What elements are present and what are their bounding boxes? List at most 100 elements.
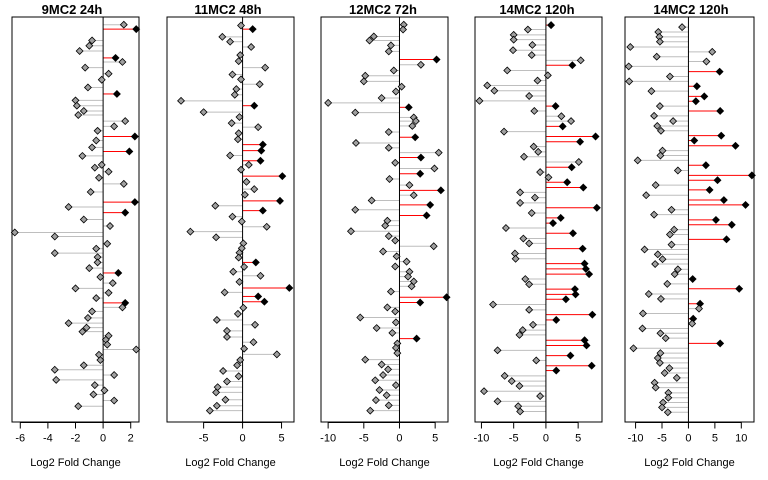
panel-1-point-17	[121, 117, 130, 126]
panel-4-point-69	[552, 366, 561, 375]
panel-3-point-32	[436, 186, 445, 195]
panel-2-point-36	[237, 217, 246, 226]
panel-3-point-41	[384, 232, 393, 241]
panel-4-point-77	[516, 407, 525, 416]
panel-5-x-label: Log2 Fold Change	[644, 457, 735, 469]
panel-1-point-30	[86, 187, 95, 196]
panel-5-point-28	[633, 156, 642, 165]
panel-2: 11MC2 48h -5 0 5 Log2 Fold Change	[166, 2, 295, 469]
panel-1-point-37	[50, 232, 59, 241]
panel-1-point-1	[119, 20, 128, 29]
panel-2-point-70	[212, 401, 221, 410]
panel-3-point-67	[384, 365, 393, 374]
panel-4-tick-label-4: 5	[575, 433, 581, 445]
panel-4-point-6	[509, 46, 518, 55]
panel-5-tick-label-2: -5	[657, 433, 667, 445]
panel-3-point-11	[359, 77, 368, 86]
panel-3-point-37	[422, 211, 431, 220]
panel-2-point-51	[254, 292, 263, 301]
panel-4-point-71	[507, 377, 516, 386]
panel-2-x-label: Log2 Fold Change	[185, 457, 276, 469]
panel-5-tick-label-3: 0	[685, 433, 691, 445]
panel-3-point-43	[429, 242, 438, 251]
panel-5-point-63	[656, 329, 665, 338]
panel-3-point-74	[384, 401, 393, 410]
panel-3-point-59	[372, 324, 381, 333]
panel-5-point-50	[673, 265, 682, 274]
panel-3-point-16	[404, 103, 413, 112]
panel-4-point-23	[591, 132, 600, 141]
panel-2-point-10	[237, 75, 245, 84]
panel-5-point-53	[663, 279, 672, 288]
panel-2-point-15	[250, 101, 259, 110]
panel-4-tick-label-1: -10	[473, 433, 489, 445]
panel-4-point-4	[509, 35, 518, 44]
panel-2-point-16	[199, 108, 208, 117]
panel-3-point-66	[377, 360, 386, 369]
panel-3-point-30	[385, 175, 394, 183]
panel-4-point-29	[567, 163, 576, 172]
panel-3-point-39	[381, 221, 390, 230]
panel-5-point-48	[658, 255, 667, 264]
panel-4-point-60	[529, 320, 537, 329]
panel-2-point-11	[255, 80, 264, 89]
panel-4-point-31	[544, 173, 553, 182]
panel-5-point-56	[656, 294, 665, 303]
panel-4-point-17	[551, 102, 560, 111]
panel-2-point-23	[257, 146, 266, 155]
panel-2-point-7	[234, 57, 243, 66]
panel-4-point-12	[533, 76, 542, 85]
panel-1-tick-label-2: -4	[43, 433, 53, 445]
panel-1-point-43	[85, 264, 94, 273]
panel-4-point-64	[582, 341, 591, 350]
panel-2-point-54	[233, 309, 242, 318]
panel-4-point-51	[521, 275, 530, 284]
panel-1-point-40	[50, 249, 59, 258]
panel-2-point-3	[218, 32, 227, 41]
panel-2-point-49	[285, 283, 294, 292]
panel-5-point-4	[655, 37, 664, 46]
panel-4-point-36	[516, 198, 525, 207]
panel-1-point-49	[92, 294, 101, 303]
panel-1-point-26	[90, 163, 99, 172]
panel-4-point-68	[587, 361, 596, 370]
panel-1-point-63	[79, 361, 88, 370]
panel-4-x-axis: -10 -5 0 5	[473, 422, 581, 445]
panel-1-point-10	[97, 75, 106, 84]
panel-3-x-axis: -10 -5 0 5	[320, 422, 438, 445]
panel-2-tick-label-2: 0	[240, 433, 246, 445]
panel-5-point-61	[688, 319, 697, 328]
panel-3-point-27	[391, 158, 400, 167]
panel-5-point-30	[673, 166, 682, 175]
panel-1-point-39	[92, 244, 101, 253]
panel-3-title: 12MC2 72h	[349, 2, 417, 17]
panel-5-point-11	[665, 72, 674, 81]
panel-1-point-69	[89, 390, 98, 399]
panel-2-point-45	[240, 262, 249, 271]
panel-3-point-53	[442, 293, 451, 302]
panel-3-point-42	[391, 236, 400, 245]
panel-3-point-2	[399, 25, 408, 34]
panel-3-point-21	[384, 128, 393, 136]
panel-4-title: 14MC2 120h	[499, 2, 574, 17]
panel-4-point-58	[588, 310, 597, 319]
panel-2-point-29	[242, 177, 251, 186]
panel-5-point-32	[713, 176, 722, 185]
panel-4-point-50	[585, 270, 594, 279]
panel-4-point-67	[532, 356, 541, 365]
panel-1-point-2	[132, 25, 141, 34]
panel-3-point-3	[369, 32, 378, 41]
panel-4-point-7	[527, 51, 536, 60]
panel-3-point-40	[347, 227, 355, 236]
panel-1-point-22	[88, 143, 97, 152]
panel-5-point-67	[656, 349, 665, 358]
panel-4-point-39	[556, 213, 565, 222]
panel-4-tick-label-3: 0	[543, 433, 549, 445]
panel-1-point-7	[118, 57, 127, 66]
panel-2-point-9	[228, 70, 237, 79]
panel-1-point-65	[110, 371, 119, 379]
panel-4-point-70	[500, 371, 509, 380]
panel-2-point-55	[212, 315, 221, 324]
panel-5-point-29	[701, 161, 710, 170]
